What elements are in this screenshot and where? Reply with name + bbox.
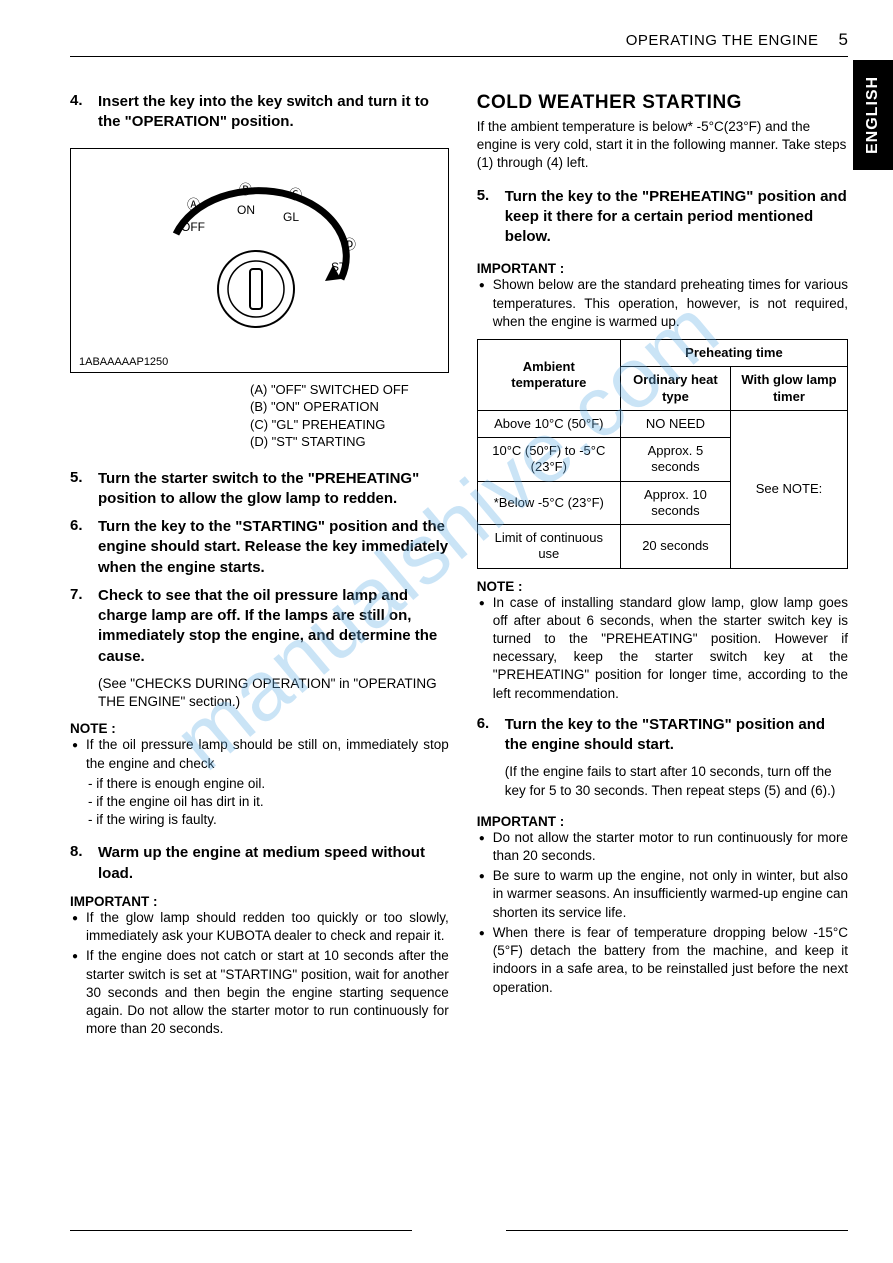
figure-legend: (A) "OFF" SWITCHED OFF (B) "ON" OPERATIO… [250,381,449,451]
cold-weather-intro: If the ambient temperature is below* -5°… [477,118,848,173]
important-heading-r1: IMPORTANT : [477,261,848,276]
see-reference: (See "CHECKS DURING OPERATION" in "OPERA… [98,675,449,711]
key-switch-figure: Ⓐ OFF Ⓑ ON Ⓒ GL Ⓓ ST 1ABAAAAAP1250 [70,148,449,373]
step-5-right: 5. Turn the key to the "PREHEATING" posi… [477,187,848,248]
step-5-left: 5. Turn the starter switch to the "PREHE… [70,469,449,510]
important-bullets-r1: Shown below are the standard preheating … [479,276,848,331]
left-column: 4. Insert the key into the key switch an… [70,92,449,1041]
step-6-sub: (If the engine fails to start after 10 s… [505,763,848,799]
preheat-table: Ambient temperature Preheating time Ordi… [477,339,848,569]
svg-text:ST: ST [331,260,347,274]
note-heading-left: NOTE : [70,721,449,736]
step-4: 4. Insert the key into the key switch an… [70,92,449,133]
language-tab: ENGLISH [853,60,893,170]
note-dashes: if there is enough engine oil. if the en… [88,775,449,830]
svg-text:ON: ON [237,203,255,217]
svg-text:Ⓓ: Ⓓ [343,237,356,252]
note-bullets-right: In case of installing standard glow lamp… [479,594,848,703]
step-7: 7. Check to see that the oil pressure la… [70,586,449,667]
svg-text:Ⓑ: Ⓑ [239,182,252,197]
header-title: OPERATING THE ENGINE [626,32,819,49]
step-8: 8. Warm up the engine at medium speed wi… [70,843,449,884]
figure-id: 1ABAAAAAP1250 [79,356,168,368]
step-6-left: 6. Turn the key to the "STARTING" positi… [70,517,449,578]
note-heading-right: NOTE : [477,579,848,594]
svg-text:Ⓒ: Ⓒ [289,187,302,202]
note-bullets-left: If the oil pressure lamp should be still… [72,736,449,772]
cold-weather-title: COLD WEATHER STARTING [477,92,848,114]
page-header: OPERATING THE ENGINE 5 [70,30,848,57]
important-bullets-r2: Do not allow the starter motor to run co… [479,829,848,997]
svg-text:Ⓐ: Ⓐ [187,197,200,212]
step-6-right: 6. Turn the key to the "STARTING" positi… [477,715,848,756]
page-number: 5 [839,30,848,50]
svg-text:GL: GL [283,210,299,224]
important-bullets-left: If the glow lamp should redden too quick… [72,909,449,1039]
important-heading-left: IMPORTANT : [70,894,449,909]
footer-rules [70,1230,848,1231]
right-column: COLD WEATHER STARTING If the ambient tem… [477,92,848,1041]
key-switch-svg: Ⓐ OFF Ⓑ ON Ⓒ GL Ⓓ ST [81,159,421,364]
svg-text:OFF: OFF [181,220,205,234]
important-heading-r2: IMPORTANT : [477,814,848,829]
